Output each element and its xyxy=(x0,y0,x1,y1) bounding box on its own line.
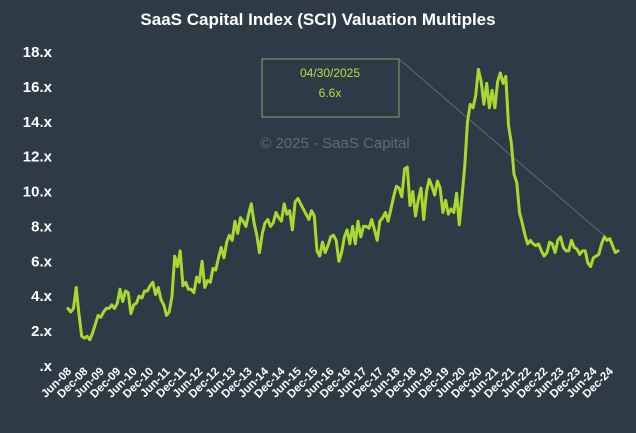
annotation-box xyxy=(261,58,400,118)
annotation-leader-line xyxy=(398,58,611,241)
series-line-sci xyxy=(66,67,620,342)
x-axis: Jun-08Dec-08Jun-09Dec-09Jun-10Dec-10Jun-… xyxy=(39,365,616,401)
annotation-value: 6.6x xyxy=(319,86,342,100)
y-tick-label: 8.x xyxy=(31,218,53,235)
y-tick-label: 18.x xyxy=(23,44,53,61)
y-axis: .x 2.x 4.x 6.x 8.x 10.x 12.x 14.x 16.x 18.x xyxy=(23,44,53,375)
y-tick-label: 14.x xyxy=(23,114,53,131)
chart-title: SaaS Capital Index (SCI) Valuation Multi… xyxy=(140,10,495,29)
y-tick-label: 6.x xyxy=(31,253,53,270)
y-tick-label: 2.x xyxy=(31,323,53,340)
y-tick-label: 12.x xyxy=(23,149,53,166)
annotation-date: 04/30/2025 xyxy=(300,66,360,80)
y-tick-label: 4.x xyxy=(31,288,53,305)
y-tick-label: 10.x xyxy=(23,184,53,201)
annotation-callout: 04/30/2025 6.6x xyxy=(261,58,400,118)
watermark: © 2025 - SaaS Capital xyxy=(260,135,409,152)
y-tick-label: 16.x xyxy=(23,79,53,96)
y-tick-label: .x xyxy=(39,358,52,375)
